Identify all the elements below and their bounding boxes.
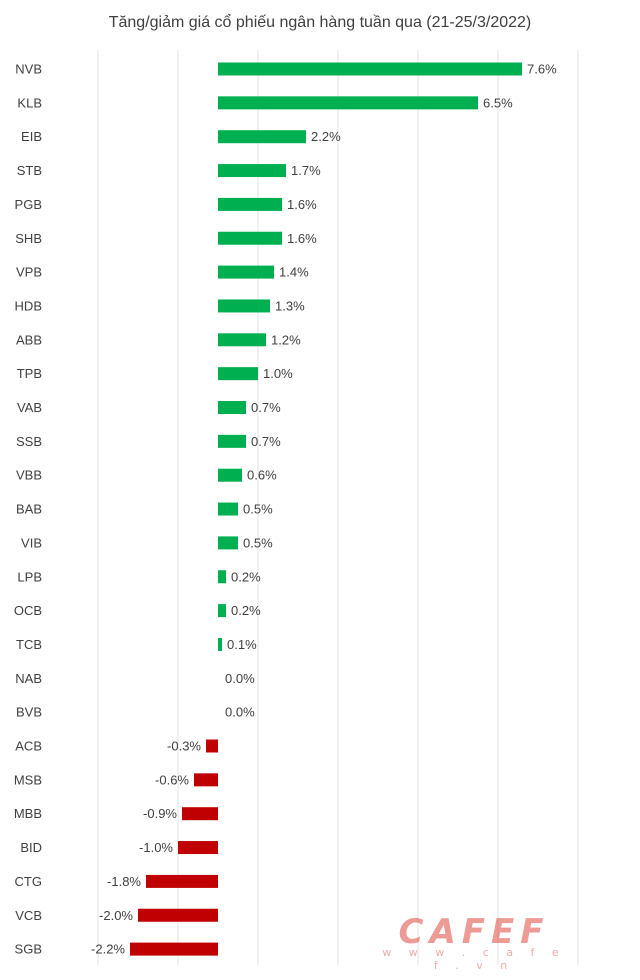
value-label-vcb: -2.0% (99, 908, 133, 923)
bar-bid (178, 841, 218, 855)
category-label-msb: MSB (14, 772, 42, 787)
bar-eib (218, 130, 306, 144)
value-label-nab: 0.0% (225, 671, 255, 686)
bar-lpb (218, 570, 226, 584)
bars (130, 62, 522, 956)
value-label-vib: 0.5% (243, 535, 273, 550)
category-label-tpb: TPB (17, 366, 42, 381)
gridlines (97, 50, 579, 965)
category-label-tcb: TCB (16, 637, 42, 652)
chart-title: Tăng/giảm giá cổ phiếu ngân hàng tuần qu… (108, 14, 532, 31)
value-label-shb: 1.6% (287, 231, 317, 246)
bar-shb (218, 231, 282, 245)
category-label-vpb: VPB (16, 265, 42, 280)
value-label-klb: 6.5% (483, 95, 513, 110)
category-label-mbb: MBB (14, 806, 42, 821)
value-label-vbb: 0.6% (247, 468, 277, 483)
bar-ssb (218, 434, 246, 448)
category-label-vbb: VBB (16, 468, 42, 483)
category-label-bid: BID (20, 840, 42, 855)
value-label-vab: 0.7% (251, 400, 281, 415)
bar-bab (218, 502, 238, 516)
category-label-stb: STB (17, 163, 42, 178)
category-label-klb: KLB (17, 95, 42, 110)
value-label-hdb: 1.3% (275, 298, 305, 313)
value-label-ctg: -1.8% (107, 874, 141, 889)
value-label-bid: -1.0% (139, 840, 173, 855)
value-label-mbb: -0.9% (143, 806, 177, 821)
value-label-nvb: 7.6% (527, 62, 557, 77)
category-label-ssb: SSB (16, 434, 42, 449)
value-label-tcb: 0.1% (227, 637, 257, 652)
value-label-bvb: 0.0% (225, 705, 255, 720)
category-label-sgb: SGB (15, 942, 42, 957)
value-label-lpb: 0.2% (231, 569, 261, 584)
value-label-eib: 2.2% (311, 129, 341, 144)
value-label-tpb: 1.0% (263, 366, 293, 381)
value-label-ssb: 0.7% (251, 434, 281, 449)
category-label-vab: VAB (17, 400, 42, 415)
value-label-bab: 0.5% (243, 502, 273, 517)
watermark-text: CAFEF (398, 912, 550, 952)
bar-tpb (218, 367, 258, 381)
category-label-bab: BAB (16, 502, 42, 517)
bar-ctg (146, 874, 218, 888)
category-label-ctg: CTG (15, 874, 42, 889)
bar-nvb (218, 62, 522, 76)
category-label-vib: VIB (21, 535, 42, 550)
bar-ocb (218, 604, 226, 618)
value-label-sgb: -2.2% (91, 942, 125, 957)
category-label-pgb: PGB (15, 197, 42, 212)
bar-hdb (218, 299, 270, 313)
category-label-abb: ABB (16, 332, 42, 347)
bar-vpb (218, 265, 274, 279)
value-label-stb: 1.7% (291, 163, 321, 178)
bar-msb (194, 773, 218, 787)
bar-vab (218, 401, 246, 414)
cafef-watermark-logo: CAFEF w w w . c a f e f . v n (376, 912, 572, 972)
bar-abb (218, 333, 266, 347)
watermark-subtext: w w w . c a f e f . v n (382, 946, 566, 972)
category-label-acb: ACB (15, 739, 42, 754)
bar-vcb (138, 908, 218, 922)
category-label-shb: SHB (15, 231, 42, 246)
category-label-ocb: OCB (14, 603, 42, 618)
value-label-pgb: 1.6% (287, 197, 317, 212)
bar-stb (218, 164, 286, 178)
category-label-nvb: NVB (15, 62, 42, 77)
labels: NVB 7.6% KLB 6.5% EIB 2.2% STB 1.7% PGB 1.6% SHB 1.… (14, 62, 557, 957)
value-label-vpb: 1.4% (279, 265, 309, 280)
category-label-vcb: VCB (15, 908, 42, 923)
value-label-ocb: 0.2% (231, 603, 261, 618)
bar-pgb (218, 197, 282, 211)
category-label-hdb: HDB (15, 298, 42, 313)
value-label-abb: 1.2% (271, 332, 301, 347)
bar-acb (206, 739, 218, 753)
category-label-nab: NAB (15, 671, 42, 686)
bar-mbb (182, 807, 218, 821)
bar-vib (218, 536, 238, 550)
bar-tcb (218, 637, 222, 651)
value-label-msb: -0.6% (155, 772, 189, 787)
category-label-lpb: LPB (17, 569, 42, 584)
value-label-acb: -0.3% (167, 739, 201, 754)
bar-klb (218, 96, 478, 110)
bar-vbb (218, 468, 242, 482)
category-label-eib: EIB (21, 129, 42, 144)
category-label-bvb: BVB (16, 705, 42, 720)
bar-sgb (130, 942, 218, 956)
